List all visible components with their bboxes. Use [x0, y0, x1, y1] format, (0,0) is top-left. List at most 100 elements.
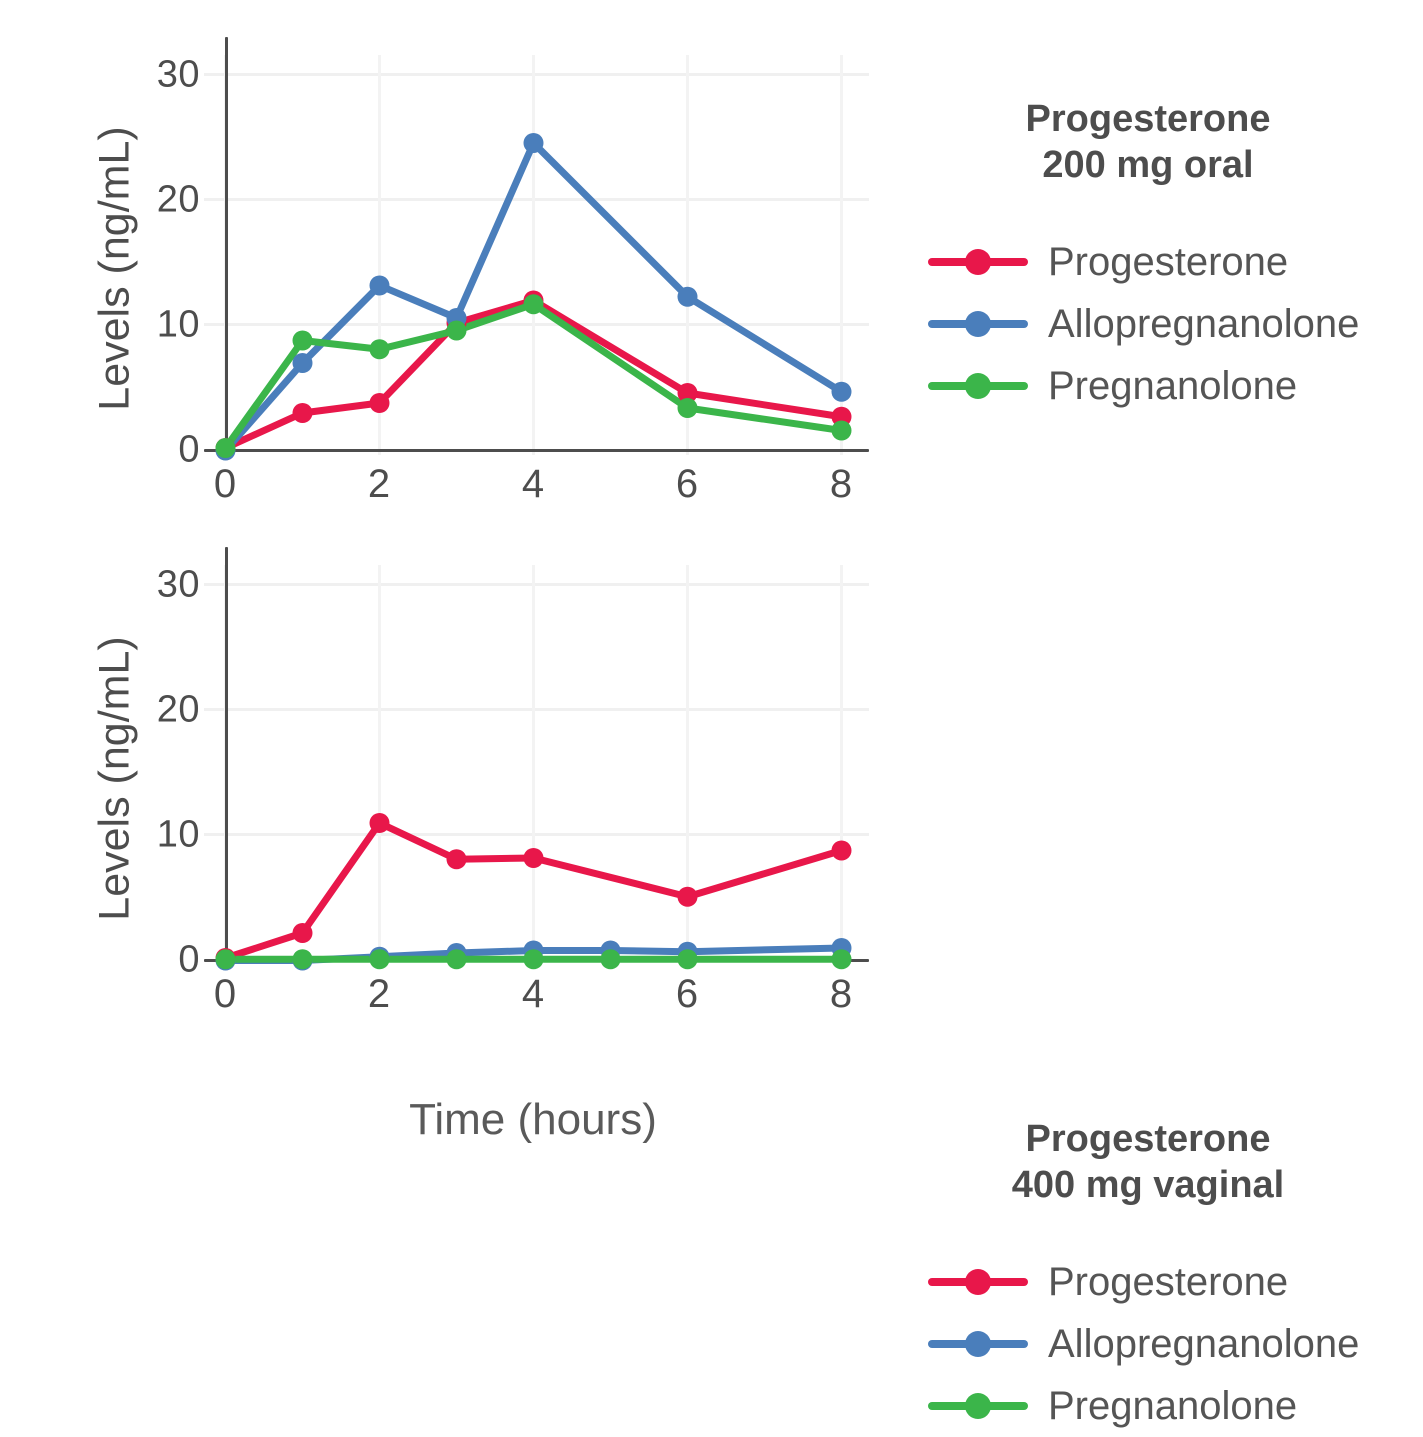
data-point	[292, 403, 313, 423]
data-point	[215, 949, 236, 970]
data-point	[446, 849, 467, 870]
data-point	[600, 949, 621, 970]
legend-item-allopregnanolone[interactable]: Allopregnanolone	[928, 293, 1398, 355]
gridline-y-20	[204, 708, 869, 711]
legend-marker-icon	[928, 248, 1028, 275]
y-tick-label: 20	[156, 178, 200, 221]
series-line-pregnanolone	[222, 300, 845, 452]
gridline-x-2	[378, 55, 381, 455]
data-point	[677, 949, 698, 970]
y-tick-label: 0	[178, 428, 200, 471]
gridline-y-30	[204, 583, 869, 586]
data-point	[369, 339, 390, 360]
gridline-x-4	[532, 55, 535, 455]
data-point	[523, 949, 544, 970]
data-point	[831, 949, 852, 970]
data-point	[523, 848, 544, 868]
legend-item-label: Progesterone	[1048, 1259, 1289, 1304]
data-point	[369, 949, 390, 970]
legend-item-label: Pregnanolone	[1048, 363, 1298, 408]
legend-title-oral: Progesterone 200 mg oral	[928, 96, 1368, 189]
data-point	[369, 393, 390, 413]
legend-marker-icon	[928, 310, 1028, 337]
x-axis-line	[204, 449, 869, 452]
data-point	[677, 398, 698, 418]
gridline-x-8	[840, 55, 843, 455]
gridline-y-10	[204, 833, 869, 836]
data-point	[292, 949, 313, 970]
gridline-y-30	[204, 73, 869, 76]
gridline-x-8	[840, 565, 843, 965]
y-tick-label: 20	[156, 688, 200, 731]
chart-panel-vaginal: 30 20 10 0 0 2 4 6 8 Levels (ng/mL) Prog…	[0, 510, 1423, 1426]
legend-item-allopregnanolone[interactable]: Allopregnanolone	[928, 1313, 1398, 1375]
legend-marker-icon	[928, 1392, 1028, 1419]
data-point	[369, 275, 390, 296]
data-point	[446, 949, 467, 970]
data-point	[523, 294, 544, 315]
x-tick-label: 6	[675, 462, 699, 506]
x-axis-title: Time (hours)	[409, 1095, 657, 1144]
x-tick-label: 6	[675, 972, 699, 1016]
x-tick-label: 4	[521, 972, 545, 1016]
y-tick-label: 30	[156, 53, 200, 96]
legend-item-label: Allopregnanolone	[1048, 301, 1360, 346]
y-tick-labels: 30 20 10 0	[120, 510, 200, 1050]
legend-title-line-1: Progesterone	[1025, 98, 1271, 140]
data-point	[292, 923, 313, 943]
data-point	[446, 320, 467, 341]
data-point	[292, 353, 313, 373]
legend-title-line-2: 400 mg vaginal	[1011, 1164, 1285, 1207]
series-line-progesterone	[222, 297, 845, 452]
legend-title-line-1: Progesterone	[1025, 1118, 1271, 1160]
legend-title-line-2: 200 mg oral	[1042, 144, 1254, 187]
gridline-x-6	[686, 55, 689, 455]
data-point	[677, 886, 698, 907]
legend-marker-icon	[928, 372, 1028, 399]
y-tick-label: 30	[156, 563, 200, 606]
legend-item-pregnanolone[interactable]: Pregnanolone	[928, 355, 1398, 417]
series-plot-vaginal	[215, 813, 852, 971]
series-plot-oral	[215, 133, 852, 461]
legend-item-label: Progesterone	[1048, 239, 1289, 284]
data-point	[292, 330, 313, 351]
y-axis-line	[225, 547, 228, 963]
legend-title-vaginal: Progesterone 400 mg vaginal	[928, 1116, 1368, 1209]
series-line-progesterone	[222, 819, 845, 962]
legend-item-label: Allopregnanolone	[1048, 1321, 1360, 1366]
gridline-x-4	[532, 565, 535, 965]
data-point	[677, 383, 698, 403]
gridline-y-20	[204, 198, 869, 201]
legend-item-label: Pregnanolone	[1048, 1383, 1298, 1428]
gridline-x-2	[378, 565, 381, 965]
y-axis-line	[225, 37, 228, 453]
x-tick-label: 0	[213, 972, 237, 1016]
legend-vaginal: Progesterone 400 mg vaginal Progesterone…	[928, 1116, 1398, 1437]
x-tick-label: 4	[521, 462, 545, 506]
y-tick-label: 10	[156, 813, 200, 856]
legend-oral: Progesterone 200 mg oral Progesterone Al…	[928, 96, 1398, 417]
data-point	[215, 438, 236, 458]
legend-item-progesterone[interactable]: Progesterone	[928, 1251, 1398, 1313]
data-point	[831, 420, 852, 441]
x-tick-label: 0	[213, 462, 237, 506]
x-tick-label: 2	[367, 462, 391, 506]
y-tick-label: 10	[156, 303, 200, 346]
data-point	[369, 813, 390, 833]
legend-marker-icon	[928, 1268, 1028, 1295]
gridline-x-6	[686, 565, 689, 965]
legend-marker-icon	[928, 1330, 1028, 1357]
y-tick-label: 0	[178, 938, 200, 981]
legend-item-pregnanolone[interactable]: Pregnanolone	[928, 1375, 1398, 1437]
legend-item-progesterone[interactable]: Progesterone	[928, 231, 1398, 293]
x-tick-label: 8	[829, 462, 853, 506]
y-tick-labels: 30 20 10 0	[120, 0, 200, 540]
data-point	[677, 286, 698, 307]
data-point	[831, 840, 852, 861]
data-point	[831, 406, 852, 427]
data-point	[831, 381, 852, 402]
data-point	[523, 133, 544, 153]
chart-panel-oral: 30 20 10 0 0 2 4 6 8 Levels (ng/mL) Prog…	[0, 0, 1423, 540]
gridline-y-10	[204, 323, 869, 326]
